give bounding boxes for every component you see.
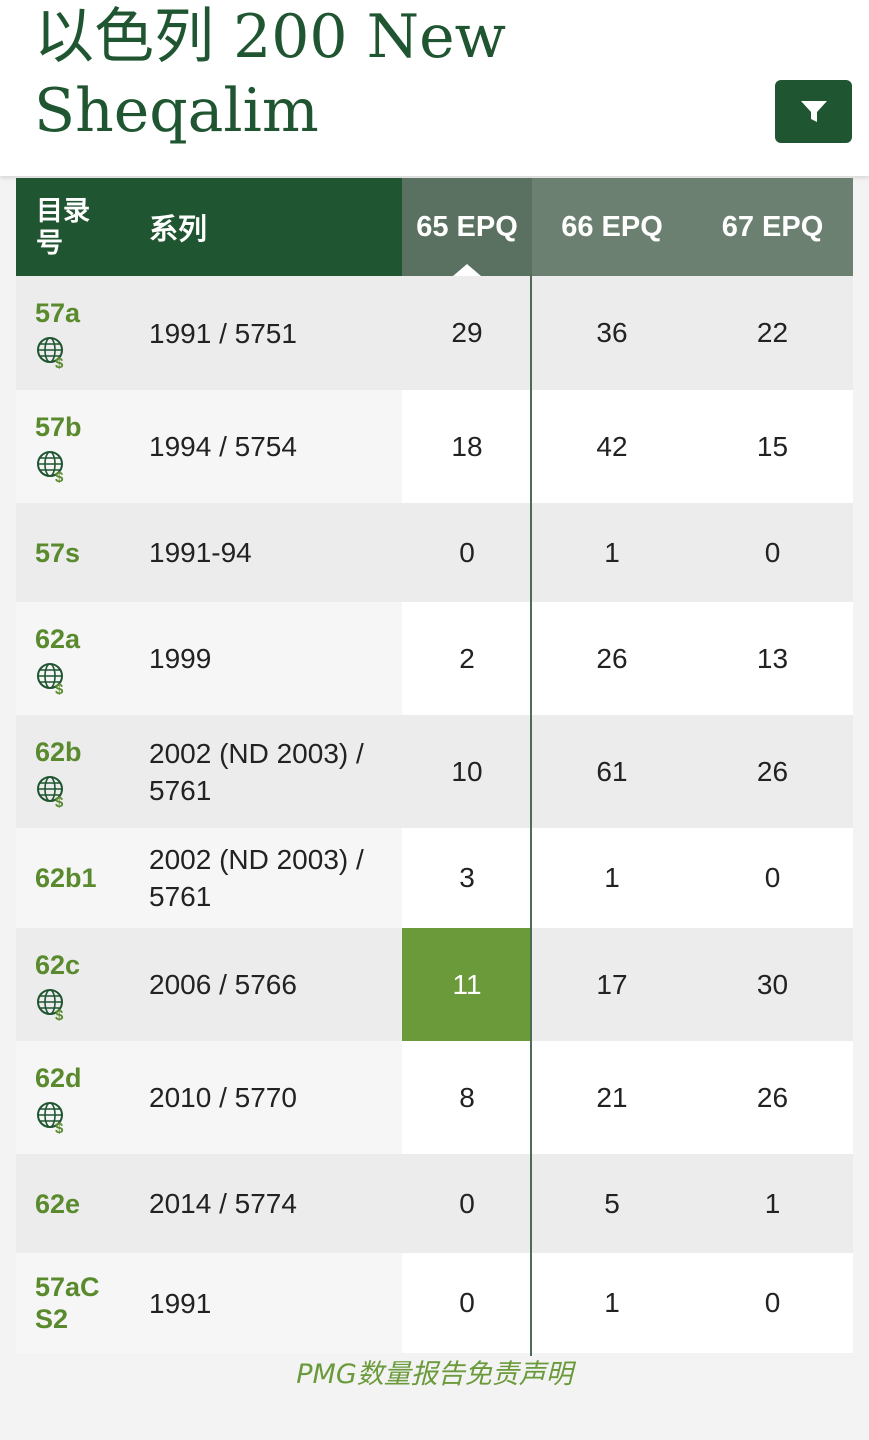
grade-67-count[interactable]: 0	[692, 828, 853, 928]
grade-66-count[interactable]: 21	[532, 1041, 692, 1154]
series-cell: 2014 / 5774	[131, 1154, 402, 1253]
grade-65-count[interactable]: 10	[402, 715, 532, 828]
svg-text:$: $	[55, 1120, 64, 1134]
catalog-link[interactable]: 57aC S2	[35, 1272, 100, 1334]
series-cell: 1999	[131, 602, 402, 715]
series-cell: 2010 / 5770	[131, 1041, 402, 1154]
page-title: 以色列 200 New Sheqalim	[34, 0, 594, 148]
svg-text:$: $	[55, 1007, 64, 1021]
page-header: 以色列 200 New Sheqalim	[0, 0, 869, 176]
globe-dollar-icon[interactable]: $	[35, 335, 69, 369]
grade-65-count[interactable]: 0	[402, 1154, 532, 1253]
series-cell: 2002 (ND 2003) / 5761	[131, 715, 402, 828]
grade-66-count[interactable]: 42	[532, 390, 692, 503]
column-header-67-epq[interactable]: 67 EPQ	[692, 178, 853, 276]
table-row: 57s 1991-94 0 1 0	[16, 503, 853, 602]
grade-66-count[interactable]: 36	[532, 276, 692, 390]
grade-65-count[interactable]: 0	[402, 503, 532, 602]
catalog-cell: 57s	[16, 503, 131, 602]
column-header-65-epq[interactable]: 65 EPQ	[402, 178, 532, 276]
grade-67-count[interactable]: 26	[692, 1041, 853, 1154]
series-cell: 1994 / 5754	[131, 390, 402, 503]
globe-dollar-icon[interactable]: $	[35, 661, 69, 695]
grade-65-count[interactable]: 11	[402, 928, 532, 1041]
svg-text:$: $	[55, 469, 64, 483]
grade-66-count[interactable]: 1	[532, 1253, 692, 1353]
catalog-link[interactable]: 62a	[35, 623, 81, 654]
table-row: 62e 2014 / 5774 0 5 1	[16, 1154, 853, 1253]
filter-icon	[800, 100, 827, 122]
grade-67-count[interactable]: 26	[692, 715, 853, 828]
catalog-cell: 62a $	[16, 602, 131, 715]
grade-65-count[interactable]: 18	[402, 390, 532, 503]
grade-65-count[interactable]: 0	[402, 1253, 532, 1353]
catalog-cell: 62b1	[16, 828, 131, 928]
globe-dollar-icon[interactable]: $	[35, 987, 69, 1021]
catalog-cell: 62c $	[16, 928, 131, 1041]
catalog-cell: 57b $	[16, 390, 131, 503]
grade-66-count[interactable]: 1	[532, 828, 692, 928]
series-cell: 2002 (ND 2003) / 5761	[131, 828, 402, 928]
filter-button[interactable]	[775, 80, 852, 143]
table-body: 57a $1991 / 5751 29 36 22 57b $1994 / 5754 18 42…	[16, 276, 853, 1353]
table-row: 57b $1994 / 5754 18 42 15	[16, 390, 853, 503]
table-row: 62b $2002 (ND 2003) / 5761 10 61 26	[16, 715, 853, 828]
grade-67-count[interactable]: 15	[692, 390, 853, 503]
grade-65-count[interactable]: 29	[402, 276, 532, 390]
grade-66-count[interactable]: 17	[532, 928, 692, 1041]
catalog-cell: 62e	[16, 1154, 131, 1253]
grade-66-count[interactable]: 1	[532, 503, 692, 602]
grade-66-count[interactable]: 5	[532, 1154, 692, 1253]
catalog-link[interactable]: 62e	[35, 1188, 81, 1219]
table-row: 57aC S2 1991 0 1 0	[16, 1253, 853, 1353]
table-header: 目录号 系列 65 EPQ 66 EPQ 67 EPQ	[16, 178, 853, 276]
catalog-cell: 62b $	[16, 715, 131, 828]
catalog-cell: 57a $	[16, 276, 131, 390]
column-header-catalog-label: 目录号	[36, 196, 90, 258]
catalog-cell: 57aC S2	[16, 1253, 131, 1353]
table-row: 62b1 2002 (ND 2003) / 5761 3 1 0	[16, 828, 853, 928]
catalog-link[interactable]: 62c	[35, 949, 81, 980]
grade-65-count[interactable]: 3	[402, 828, 532, 928]
column-header-series[interactable]: 系列	[131, 178, 402, 276]
grade-67-count[interactable]: 13	[692, 602, 853, 715]
page-title-line1: 以色列 200 New	[34, 2, 507, 72]
column-header-catalog[interactable]: 目录号	[16, 178, 131, 276]
table-row: 62c $2006 / 5766 11 17 30	[16, 928, 853, 1041]
series-cell: 1991 / 5751	[131, 276, 402, 390]
column-divider	[530, 274, 532, 1356]
grade-67-count[interactable]: 30	[692, 928, 853, 1041]
catalog-link[interactable]: 62b	[35, 736, 82, 767]
grade-67-count[interactable]: 1	[692, 1154, 853, 1253]
grade-65-count[interactable]: 2	[402, 602, 532, 715]
globe-dollar-icon[interactable]: $	[35, 1100, 69, 1134]
globe-dollar-icon[interactable]: $	[35, 449, 69, 483]
catalog-link[interactable]: 57b	[35, 411, 82, 442]
table-row: 62d $2010 / 5770 8 21 26	[16, 1041, 853, 1154]
catalog-link[interactable]: 62d	[35, 1062, 82, 1093]
table-row: 57a $1991 / 5751 29 36 22	[16, 276, 853, 390]
grade-65-count[interactable]: 8	[402, 1041, 532, 1154]
page-title-line2: Sheqalim	[34, 76, 319, 146]
catalog-link[interactable]: 62b1	[35, 863, 97, 893]
table-row: 62a $1999 2 26 13	[16, 602, 853, 715]
catalog-cell: 62d $	[16, 1041, 131, 1154]
svg-text:$: $	[55, 681, 64, 695]
column-header-66-epq[interactable]: 66 EPQ	[532, 178, 692, 276]
series-cell: 1991-94	[131, 503, 402, 602]
population-table: 目录号 系列 65 EPQ 66 EPQ 67 EPQ 57a $1991 / 5…	[16, 178, 853, 1353]
grade-67-count[interactable]: 0	[692, 503, 853, 602]
grade-66-count[interactable]: 26	[532, 602, 692, 715]
svg-text:$: $	[55, 355, 64, 369]
series-cell: 1991	[131, 1253, 402, 1353]
grade-67-count[interactable]: 22	[692, 276, 853, 390]
catalog-link[interactable]: 57a	[35, 298, 81, 328]
series-cell: 2006 / 5766	[131, 928, 402, 1041]
globe-dollar-icon[interactable]: $	[35, 774, 69, 808]
svg-text:$: $	[55, 794, 64, 808]
disclaimer-link[interactable]: PMG数量报告免责声明	[296, 1359, 573, 1390]
grade-66-count[interactable]: 61	[532, 715, 692, 828]
catalog-link[interactable]: 57s	[35, 537, 81, 568]
grade-67-count[interactable]: 0	[692, 1253, 853, 1353]
